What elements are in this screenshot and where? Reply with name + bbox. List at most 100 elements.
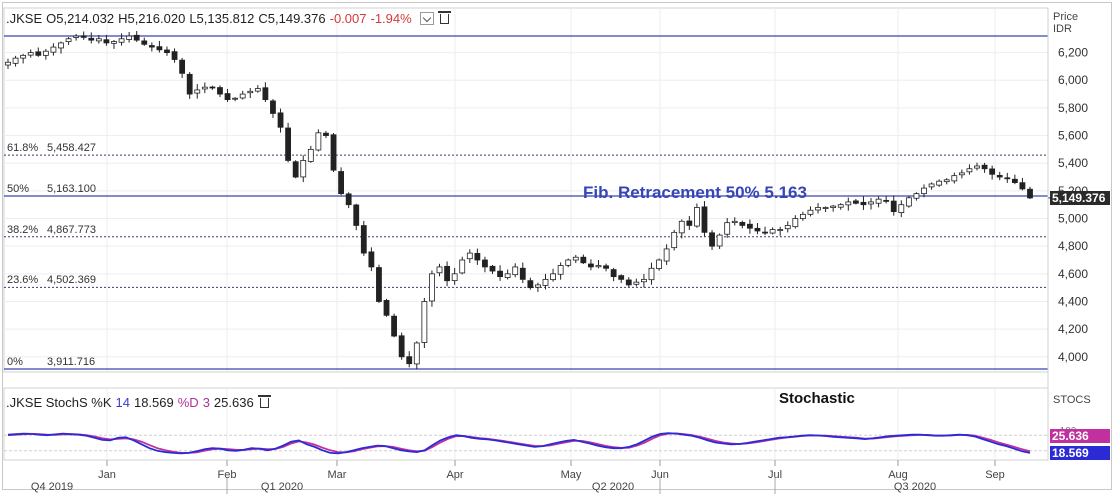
candle-body (913, 193, 920, 199)
x-tick-label: May (561, 469, 582, 481)
candle-body (164, 49, 170, 53)
candle-body (550, 273, 556, 281)
candle-body (512, 266, 519, 276)
candle-body (368, 251, 375, 268)
fib-label: 50% 5,163.100 (7, 182, 96, 195)
candle-body (678, 220, 685, 234)
candle-body (103, 39, 110, 44)
candle-body (633, 281, 640, 285)
candle-body (459, 259, 466, 274)
candle-body (565, 259, 572, 266)
candle-body (111, 41, 117, 44)
candle-body (391, 315, 397, 337)
candle-body (799, 213, 806, 219)
candle-body (307, 148, 314, 162)
x-tick-label: Sep (985, 469, 1005, 481)
candle-body (398, 335, 405, 358)
fib-pct: 50% (7, 182, 30, 195)
x-tick-label: Jun (651, 469, 669, 481)
stoch-k-value: 18.569 (133, 395, 174, 410)
candle-body (822, 207, 829, 209)
y-tick-label: 4,200 (1058, 322, 1088, 336)
fib-label: 0% 3,911.716 (7, 356, 95, 368)
candle-body (35, 51, 42, 56)
y-tick-label: 5,000 (1058, 212, 1088, 226)
fib-label: 38.2% 4,867.773 (7, 223, 96, 236)
candle-body (724, 222, 731, 235)
candle-body (1019, 182, 1026, 190)
candle-body (625, 279, 632, 286)
y-tick-label: 4,800 (1058, 239, 1088, 253)
fib-value: 4,502.369 (47, 274, 96, 287)
candle-body (323, 132, 329, 136)
fib-value: 5,163.100 (47, 182, 96, 195)
candle-body (754, 227, 761, 232)
candle-body (376, 267, 382, 302)
candle-body (489, 265, 496, 272)
chevron-down-icon[interactable] (419, 12, 434, 25)
high-value: H5,216.020 (118, 11, 186, 26)
stoch-d-period: 3 (202, 395, 210, 410)
y-tick-label: 5,600 (1058, 129, 1088, 143)
candle-body (641, 278, 647, 283)
candle-body (656, 259, 662, 269)
candle-body (830, 205, 837, 208)
stoch-trash-icon[interactable] (257, 394, 271, 408)
candle-body (837, 204, 844, 208)
candle-body (209, 86, 216, 89)
change-pct-value: -1.94% (370, 11, 412, 26)
candle-body (27, 52, 34, 56)
candle-body (315, 132, 322, 151)
candle-body (883, 199, 890, 202)
candle-body (966, 168, 973, 173)
y-tick-label: 4,400 (1058, 294, 1088, 308)
candle-body (444, 265, 450, 282)
candle-body (936, 180, 943, 186)
candle-body (497, 270, 503, 277)
candle-body (383, 300, 390, 316)
y-tick-label: 6,200 (1058, 46, 1088, 60)
candle-body (73, 35, 80, 38)
candle-body (194, 89, 201, 94)
candle-body (482, 259, 488, 268)
candle-body (239, 93, 246, 99)
candle-body (1011, 178, 1018, 183)
candle-body (429, 273, 435, 302)
candle-body (671, 231, 678, 249)
change-value: -0.007 (329, 11, 367, 26)
stoch-k-tag: 18.569 (1050, 446, 1110, 460)
y-tick-label: 4,600 (1058, 267, 1088, 281)
y-tick-label: 4,000 (1058, 350, 1088, 364)
candle-body (580, 256, 587, 264)
fib-pct: 61.8% (7, 142, 39, 155)
candle-body (217, 87, 223, 95)
quarter-label: Q2 2020 (592, 481, 634, 493)
x-tick-label: Jan (98, 469, 116, 481)
candle-body (731, 220, 738, 223)
price-axis-caption: Price IDR (1053, 11, 1078, 35)
candle-body (224, 93, 231, 101)
candle-body (989, 168, 996, 175)
stoch-caption: STOCS (1053, 394, 1091, 406)
candle-body (12, 57, 19, 64)
trash-icon[interactable] (437, 10, 451, 24)
candle-body (118, 38, 125, 43)
candle-body (890, 200, 897, 213)
candle-body (330, 134, 337, 171)
candle-body (694, 207, 700, 227)
y-tick-label: 5,400 (1058, 156, 1088, 170)
y-tick-label: 6,000 (1058, 73, 1088, 87)
fib-label: 23.6% 4,502.369 (7, 274, 96, 286)
stoch-d-value: 25.636 (213, 395, 254, 410)
candle-body (921, 187, 927, 195)
candle-body (451, 273, 458, 282)
candle-body (618, 275, 625, 280)
candle-body (951, 175, 958, 182)
fib-label: 61.8% 5,458.427 (7, 142, 96, 155)
fib-pct: 38.2% (7, 223, 39, 236)
candle-body (868, 201, 874, 205)
stoch-title: Stochastic (779, 390, 855, 407)
candle-body (875, 198, 882, 204)
